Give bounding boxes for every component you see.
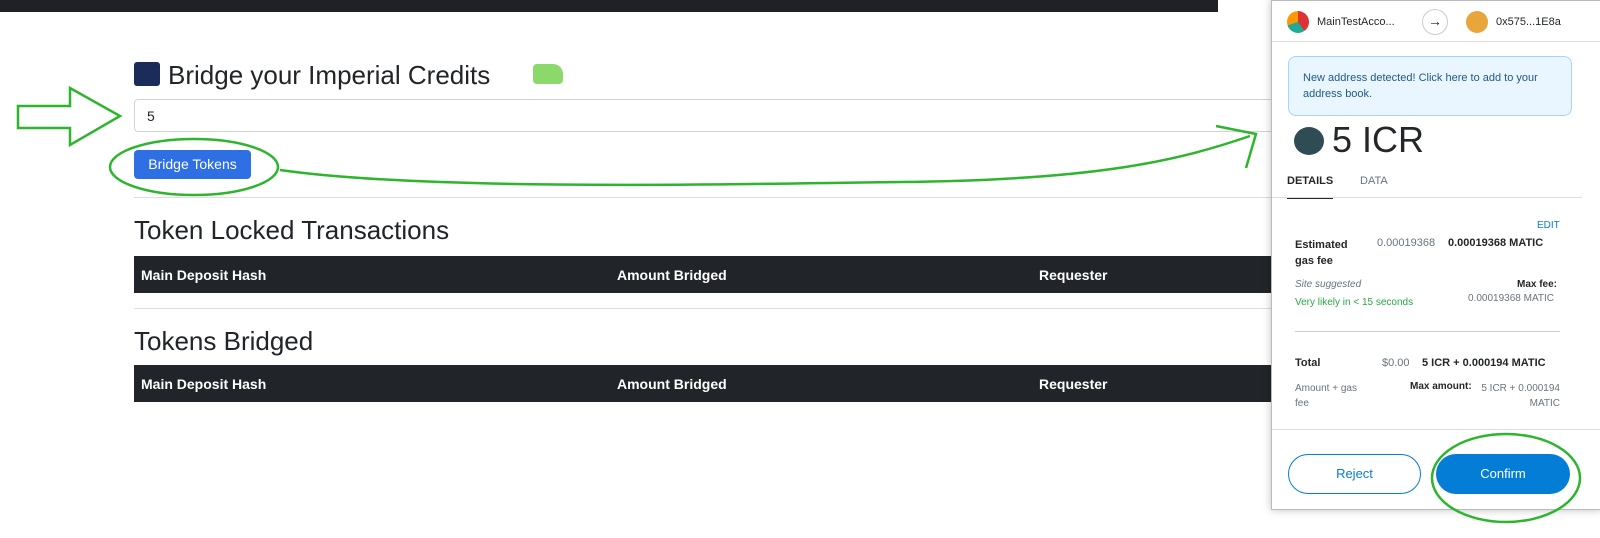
token-amount: 5 ICR — [1332, 119, 1425, 160]
column-header: Requester — [1039, 376, 1108, 392]
to-address: 0x575...1E8a — [1496, 16, 1561, 28]
gas-fiat: 0.00019368 — [1377, 237, 1436, 249]
reject-button[interactable]: Reject — [1288, 454, 1421, 494]
annotation-curve — [279, 134, 1251, 187]
title-emoji — [533, 64, 563, 84]
total-sub-label: Amount + gas fee — [1295, 383, 1357, 409]
page-title: Bridge your Imperial Credits — [168, 60, 491, 90]
section-title: Token Locked Transactions — [134, 215, 450, 245]
table-header: Main Deposit Hash Amount Bridged Request… — [134, 365, 1274, 402]
max-fee-label: Max fee: — [1517, 279, 1558, 290]
recipient-avatar — [1466, 11, 1488, 33]
gas-amount: 0.00019368 MATIC — [1448, 237, 1544, 249]
max-amount-label: Max amount: — [1410, 381, 1472, 392]
column-header: Requester — [1039, 267, 1108, 283]
table-header: Main Deposit Hash Amount Bridged Request… — [134, 256, 1274, 293]
address-notice[interactable]: New address detected! Click here to add … — [1288, 56, 1572, 116]
divider — [1272, 429, 1600, 430]
total-amount: 5 ICR + 0.000194 MATIC — [1422, 357, 1546, 369]
total-fiat: $0.00 — [1382, 357, 1410, 369]
arrow-icon: → — [1422, 9, 1448, 35]
from-account: MainTestAcco... — [1317, 16, 1395, 28]
account-avatar — [1287, 11, 1309, 33]
max-amount: 5 ICR + 0.000194 MATIC — [1481, 383, 1560, 409]
browser-bar — [0, 0, 1218, 12]
confirm-button[interactable]: Confirm — [1436, 454, 1570, 494]
amount-input[interactable]: 5 — [134, 99, 1274, 132]
divider — [1272, 41, 1600, 42]
column-header: Main Deposit Hash — [141, 376, 267, 392]
column-header: Main Deposit Hash — [141, 267, 267, 283]
edit-link[interactable]: EDIT — [1537, 220, 1560, 231]
divider — [1272, 197, 1582, 198]
tab[interactable]: DETAILS — [1287, 175, 1334, 199]
tab[interactable]: DATA — [1360, 175, 1388, 187]
total-label: Total — [1295, 357, 1321, 369]
divider — [1295, 331, 1560, 332]
section-title: Tokens Bridged — [134, 326, 314, 356]
gas-label: Estimated gas fee — [1295, 239, 1348, 267]
divider — [134, 197, 1274, 198]
speed: Very likely in < 15 seconds — [1295, 297, 1414, 308]
site-suggested: Site suggested — [1295, 279, 1362, 290]
annotation-arrow — [16, 85, 123, 148]
max-fee: 0.00019368 MATIC — [1468, 293, 1554, 304]
column-header: Amount Bridged — [617, 267, 727, 283]
title-icon — [134, 62, 160, 86]
divider — [134, 308, 1274, 309]
annotation-arrowhead — [1215, 124, 1258, 169]
column-header: Amount Bridged — [617, 376, 727, 392]
wallet-popup: MainTestAcco... → 0x575...1E8a New addre… — [1271, 0, 1600, 510]
bridge-button[interactable]: Bridge Tokens — [134, 150, 251, 179]
token-icon — [1294, 127, 1324, 155]
